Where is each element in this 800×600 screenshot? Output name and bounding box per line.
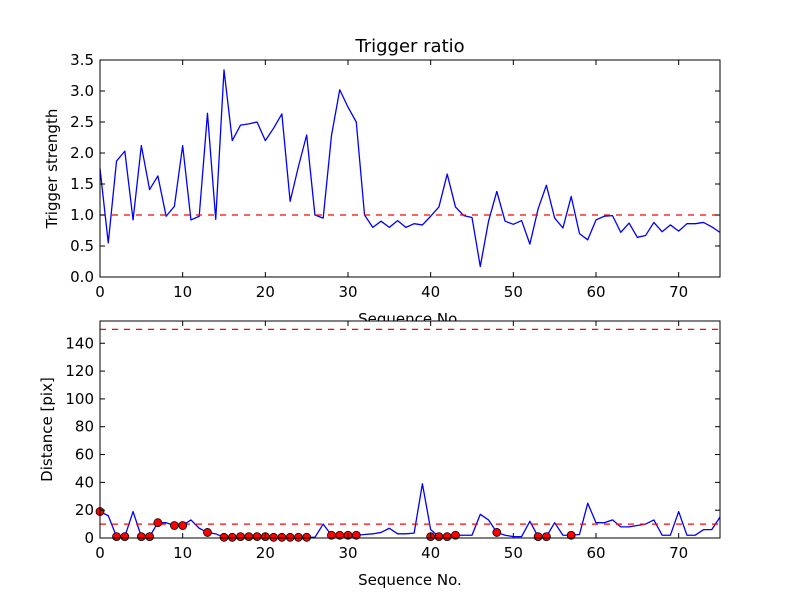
bottom-marker-point bbox=[252, 532, 262, 542]
bottom-marker-point bbox=[145, 532, 155, 542]
bottom-xaxis-label: Sequence No. bbox=[358, 571, 462, 589]
bottom-series-line bbox=[99, 483, 721, 538]
bottom-marker-point bbox=[351, 530, 361, 540]
top-xtick-label: 30 bbox=[338, 283, 357, 301]
bottom-marker-point bbox=[566, 530, 576, 540]
bottom-marker-point bbox=[112, 532, 121, 542]
bottom-ytick-label: 40 bbox=[75, 473, 94, 491]
top-xtick-label: 0 bbox=[95, 283, 105, 301]
bottom-marker-point bbox=[178, 521, 188, 530]
top-ytick-label: 0.0 bbox=[70, 268, 94, 286]
bottom-marker-point bbox=[153, 518, 163, 528]
bottom-marker-point bbox=[492, 528, 502, 537]
bottom-marker-point bbox=[244, 532, 254, 542]
bottom-xtick-label: 0 bbox=[95, 544, 105, 562]
top-axes-frame bbox=[99, 59, 721, 278]
top-chart-title: Trigger ratio bbox=[354, 36, 464, 57]
bottom-ytick-label: 60 bbox=[75, 446, 94, 464]
top-yaxis-label: Trigger strength bbox=[43, 109, 61, 230]
top-ytick-label: 3.0 bbox=[70, 82, 94, 100]
bottom-marker-point bbox=[533, 532, 543, 542]
bottom-marker-point bbox=[542, 532, 551, 542]
top-ytick-label: 2.0 bbox=[70, 144, 94, 162]
top-xtick-label: 40 bbox=[421, 283, 440, 301]
top-xtick-label: 20 bbox=[256, 283, 275, 301]
top-xtick-label: 70 bbox=[669, 283, 688, 301]
bottom-marker-point bbox=[442, 532, 452, 542]
bottom-ytick-label: 140 bbox=[65, 334, 94, 352]
bottom-yaxis-label: Distance [pix] bbox=[38, 377, 56, 482]
bottom-marker-point bbox=[277, 532, 287, 542]
bottom-marker-point bbox=[203, 528, 212, 537]
bottom-marker-point bbox=[451, 530, 460, 540]
bottom-ytick-label: 20 bbox=[75, 501, 94, 519]
bottom-xtick-label: 10 bbox=[173, 544, 192, 562]
bottom-ytick-label: 80 bbox=[75, 418, 94, 436]
bottom-marker-point bbox=[169, 521, 179, 530]
top-xtick-label: 50 bbox=[504, 283, 523, 301]
bottom-xtick-label: 70 bbox=[669, 544, 688, 562]
top-xtick-label: 60 bbox=[586, 283, 605, 301]
bottom-ytick-label: 0 bbox=[84, 529, 94, 547]
bottom-marker-point bbox=[227, 532, 237, 542]
top-series-line bbox=[99, 69, 721, 268]
bottom-xtick-label: 50 bbox=[504, 544, 523, 562]
bottom-marker-point bbox=[285, 532, 295, 542]
top-xtick-label: 10 bbox=[173, 283, 192, 301]
top-ytick-label: 3.5 bbox=[70, 51, 94, 69]
top-ytick-label: 1.5 bbox=[70, 175, 94, 193]
bottom-ytick-label: 100 bbox=[65, 390, 94, 408]
bottom-marker-point bbox=[293, 532, 303, 542]
bottom-axes-frame bbox=[99, 320, 721, 539]
bottom-xtick-label: 60 bbox=[586, 544, 605, 562]
bottom-xtick-label: 20 bbox=[256, 544, 275, 562]
bottom-marker-point bbox=[219, 532, 229, 542]
bottom-marker-point bbox=[269, 532, 279, 542]
top-ytick-label: 0.5 bbox=[70, 237, 94, 255]
top-plot-area bbox=[100, 60, 720, 277]
bottom-ytick-label: 120 bbox=[65, 362, 94, 380]
bottom-marker-point bbox=[434, 532, 444, 542]
bottom-plot-area bbox=[100, 321, 720, 538]
bottom-marker-point bbox=[236, 532, 245, 542]
bottom-marker-point bbox=[136, 532, 146, 542]
bottom-xtick-label: 30 bbox=[338, 544, 357, 562]
top-ytick-label: 2.5 bbox=[70, 113, 94, 131]
top-ytick-label: 1.0 bbox=[70, 206, 94, 224]
bottom-xtick-label: 40 bbox=[421, 544, 440, 562]
bottom-marker-point bbox=[120, 532, 130, 542]
bottom-marker-point bbox=[302, 532, 312, 542]
